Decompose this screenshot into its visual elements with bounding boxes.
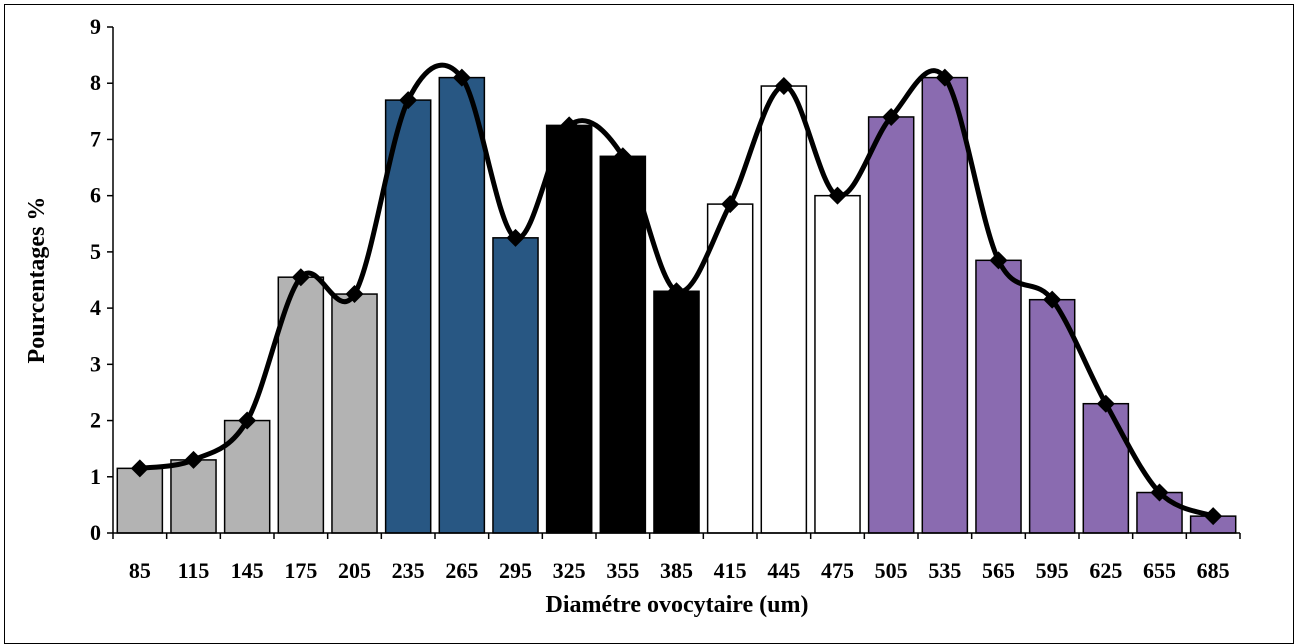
x-tick-label: 235 <box>392 558 425 583</box>
x-tick-label: 685 <box>1197 558 1230 583</box>
y-tick-label: 8 <box>90 70 101 95</box>
marker-265 <box>452 68 471 87</box>
y-tick-label: 5 <box>90 239 101 264</box>
x-tick-label: 445 <box>767 558 800 583</box>
marker-295 <box>506 228 525 247</box>
bar-355 <box>599 155 647 534</box>
x-tick-label: 565 <box>982 558 1015 583</box>
y-tick-label: 4 <box>90 295 101 320</box>
marker-445 <box>774 77 793 96</box>
y-tick-label: 3 <box>90 351 101 376</box>
marker-145 <box>238 411 257 430</box>
bar-595 <box>1028 298 1076 534</box>
y-tick-label: 7 <box>90 126 101 151</box>
marker-505 <box>882 107 901 126</box>
bar-325 <box>545 124 593 534</box>
x-axis-title: Diamétre ovocytaire (um) <box>545 592 808 618</box>
x-tick-label: 85 <box>129 558 151 583</box>
marker-355 <box>613 147 632 166</box>
bar-535 <box>921 76 969 534</box>
bar-85 <box>116 467 164 534</box>
x-tick-label: 475 <box>821 558 854 583</box>
bar-235 <box>384 99 432 534</box>
x-tick-label: 355 <box>606 558 639 583</box>
x-ticks-group: 85 115 145 175 205 235 265 295 325 355 385 415 445 47… <box>112 533 1241 583</box>
x-tick-label: 175 <box>284 558 317 583</box>
x-tick-label: 295 <box>499 558 532 583</box>
x-tick-label: 325 <box>553 558 586 583</box>
marker-325 <box>560 116 579 135</box>
bar-295 <box>492 237 539 534</box>
bar-115 <box>170 459 217 534</box>
marker-655 <box>1150 483 1169 502</box>
x-tick-label: 415 <box>714 558 747 583</box>
y-tick-label: 1 <box>90 464 101 489</box>
y-axis-title: Pourcentages % <box>24 197 50 364</box>
marker-235 <box>399 91 418 110</box>
bar-565 <box>975 259 1022 534</box>
x-tick-label: 625 <box>1089 558 1122 583</box>
marker-535 <box>935 68 954 87</box>
bar-505 <box>867 116 915 534</box>
y-tick-label: 9 <box>90 14 101 39</box>
x-tick-label: 505 <box>875 558 908 583</box>
bar-625 <box>1082 402 1130 534</box>
x-tick-label: 265 <box>445 558 478 583</box>
bar-415 <box>706 203 754 534</box>
x-tick-label: 385 <box>660 558 693 583</box>
marker-565 <box>989 251 1008 270</box>
bar-205 <box>331 293 378 534</box>
x-tick-label: 205 <box>338 558 371 583</box>
x-tick-label: 595 <box>1036 558 1069 583</box>
marker-415 <box>721 195 740 214</box>
x-tick-label: 145 <box>231 558 264 583</box>
marker-385 <box>667 282 686 301</box>
marker-595 <box>1043 290 1062 309</box>
marker-85 <box>130 459 149 478</box>
x-tick-label: 535 <box>928 558 961 583</box>
marker-625 <box>1096 394 1115 413</box>
bar-475 <box>814 194 861 534</box>
marker-175 <box>291 268 310 287</box>
marker-205 <box>345 285 364 304</box>
bars-group <box>116 76 1237 534</box>
histogram-chart: 0 1 2 3 4 5 6 7 8 9 85 115 145 175 205 235 265 295 325 355… <box>24 14 1241 618</box>
y-tick-label: 0 <box>90 520 101 545</box>
bar-445 <box>760 85 808 534</box>
bar-265 <box>438 76 486 534</box>
y-tick-label: 6 <box>90 183 101 208</box>
marker-685 <box>1204 507 1223 526</box>
bar-385 <box>653 290 700 534</box>
y-tick-label: 2 <box>90 408 101 433</box>
marker-475 <box>828 186 847 205</box>
x-tick-label: 115 <box>178 558 210 583</box>
axes-group <box>112 27 1240 534</box>
curve-group <box>130 62 1223 526</box>
x-tick-label: 655 <box>1143 558 1176 583</box>
y-ticks-group: 0 1 2 3 4 5 6 7 8 9 <box>90 14 113 545</box>
marker-115 <box>184 450 203 469</box>
